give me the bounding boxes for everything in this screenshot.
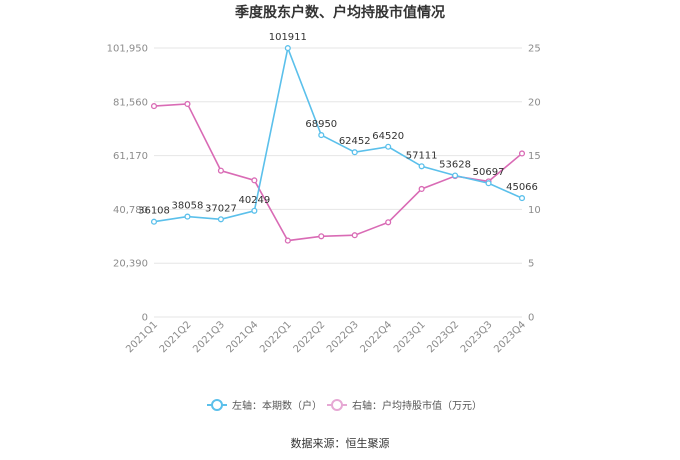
- point-right: [385, 219, 392, 226]
- legend-item-left-series[interactable]: 左轴：本期数（户）: [207, 399, 322, 412]
- series-layer: [150, 45, 526, 244]
- data-label: 50697: [473, 167, 505, 178]
- series-line-right: [153, 103, 523, 242]
- data-label: 45066: [506, 182, 538, 193]
- legend: 左轴：本期数（户） 右轴：户均持股市值（万元）: [207, 399, 482, 412]
- x-tick-label: 2021Q2: [158, 319, 194, 355]
- point-left: [351, 149, 358, 156]
- right-tick-label: 0: [528, 313, 534, 324]
- x-tick-label: 2022Q2: [292, 319, 328, 355]
- x-tick-label: 2022Q1: [258, 319, 294, 355]
- source-note: 数据来源：恒生聚源: [291, 436, 390, 450]
- point-right: [184, 100, 191, 108]
- point-left: [251, 207, 258, 214]
- x-tick-label: 2023Q3: [459, 319, 495, 355]
- series-line-left: [153, 45, 523, 223]
- point-left: [418, 163, 425, 170]
- point-left: [485, 180, 492, 187]
- left-tick-label: 40,780: [113, 205, 148, 216]
- legend-item-right-series[interactable]: 右轴：户均持股市值（万元）: [327, 399, 482, 412]
- x-axis-ticks: 2021Q12021Q22021Q32021Q42022Q12022Q22022…: [124, 319, 528, 355]
- left-tick-label: 81,560: [113, 97, 148, 108]
- data-label: 57111: [406, 150, 438, 161]
- data-label: 68950: [305, 119, 337, 130]
- x-tick-label: 2023Q2: [425, 319, 461, 355]
- left-tick-label: 0: [142, 313, 148, 324]
- point-left: [284, 45, 291, 52]
- data-label: 40249: [238, 195, 270, 206]
- data-label: 37027: [205, 203, 237, 214]
- point-left: [217, 216, 224, 223]
- right-tick-label: 25: [528, 44, 541, 55]
- right-tick-label: 15: [528, 151, 541, 162]
- point-right: [251, 177, 258, 184]
- point-right: [351, 232, 358, 239]
- point-left: [184, 213, 191, 220]
- point-left: [385, 143, 392, 150]
- data-label: 53628: [439, 159, 471, 170]
- right-axis-ticks: 0 5 10 15 20 25: [528, 44, 541, 324]
- point-left: [150, 218, 158, 225]
- right-tick-label: 10: [528, 205, 541, 216]
- point-right: [318, 233, 325, 240]
- chart-title: 季度股东户数、户均持股市值情况: [234, 4, 445, 21]
- left-tick-label: 61,170: [113, 151, 148, 162]
- data-label: 64520: [372, 131, 404, 142]
- legend-marker-right: [331, 399, 343, 411]
- point-right: [217, 167, 224, 174]
- x-tick-label: 2021Q3: [191, 319, 227, 355]
- point-right: [150, 103, 158, 110]
- point-right: [418, 185, 425, 193]
- x-tick-label: 2022Q3: [325, 319, 361, 355]
- x-tick-label: 2023Q1: [392, 319, 428, 355]
- left-tick-label: 20,390: [113, 259, 148, 270]
- left-tick-label: 101,950: [107, 44, 148, 55]
- left-axis-ticks: 0 20,390 40,780 61,170 81,560 101,950: [107, 44, 148, 324]
- x-tick-label: 2021Q1: [124, 319, 160, 355]
- x-tick-label: 2022Q4: [358, 319, 394, 355]
- right-tick-label: 5: [528, 259, 534, 270]
- point-left: [518, 195, 526, 202]
- point-left: [318, 132, 325, 139]
- grid-lines: [154, 47, 522, 318]
- point-left: [452, 172, 459, 179]
- point-right: [518, 150, 526, 157]
- legend-label-left: 左轴：本期数（户）: [232, 399, 322, 412]
- data-label: 36108: [138, 206, 170, 217]
- data-label: 62452: [339, 136, 371, 147]
- legend-marker-left: [211, 399, 223, 411]
- data-label: 101911: [269, 32, 307, 43]
- x-tick-label: 2021Q4: [225, 319, 261, 355]
- right-tick-label: 20: [528, 97, 541, 108]
- point-right: [284, 237, 291, 244]
- legend-label-right: 右轴：户均持股市值（万元）: [352, 399, 482, 412]
- data-label: 38058: [172, 201, 204, 212]
- x-tick-label: 2023Q4: [492, 319, 528, 355]
